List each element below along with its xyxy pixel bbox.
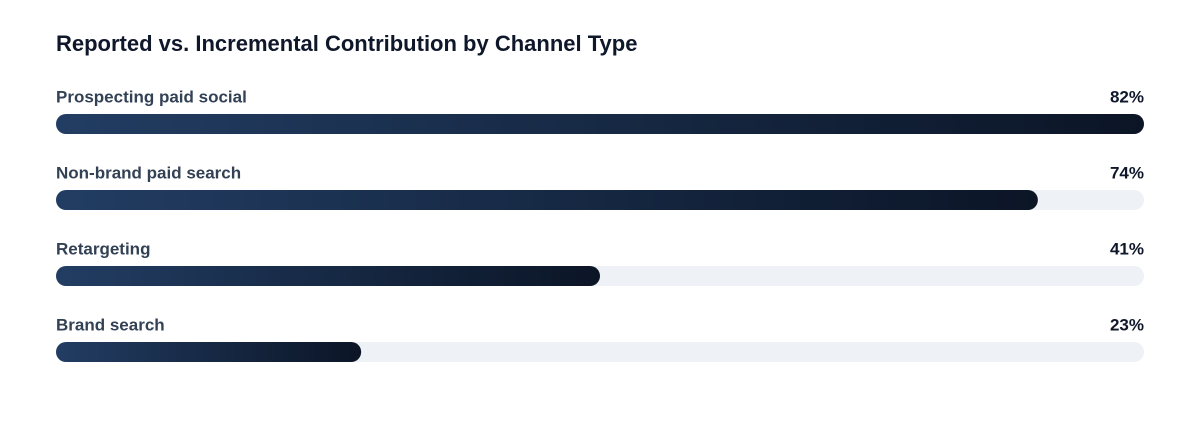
bar (56, 114, 1144, 134)
bar (56, 342, 362, 362)
chart-title: Reported vs. Incremental Contribution by… (56, 31, 637, 56)
category-label: Prospecting paid social (56, 87, 247, 106)
category-label: Retargeting (56, 239, 150, 258)
bar (56, 190, 1038, 210)
value-label: 74% (1110, 163, 1144, 182)
category-label: Non-brand paid search (56, 163, 241, 182)
value-label: 41% (1110, 239, 1144, 258)
category-label: Brand search (56, 315, 165, 334)
value-label: 82% (1110, 87, 1144, 106)
bar (56, 266, 600, 286)
value-label: 23% (1110, 315, 1144, 334)
